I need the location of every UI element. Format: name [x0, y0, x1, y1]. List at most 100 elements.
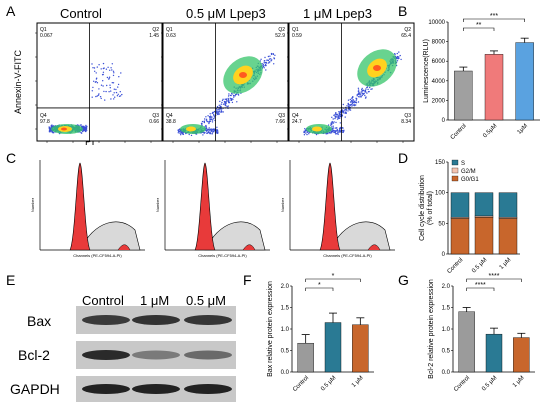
flow-event: [217, 109, 219, 111]
flow-event: [330, 132, 333, 134]
panel-letter-g: G: [398, 272, 409, 288]
flow-event: [102, 73, 104, 76]
flow-event: [98, 93, 100, 95]
flow-event: [331, 126, 333, 128]
flow-event: [344, 112, 346, 114]
x-tick-label: 0.5 μM: [471, 257, 488, 274]
blot-lane-05um: 0.5 μM: [186, 293, 227, 308]
flow-event: [347, 99, 350, 101]
flow-event: [92, 67, 94, 69]
flow-event: [234, 94, 237, 96]
flow-event: [335, 127, 338, 129]
flow-event: [225, 102, 227, 104]
significance-bracket: [466, 278, 522, 282]
flow-event: [339, 122, 341, 124]
flow-event: [371, 88, 373, 90]
flow-event: [273, 57, 275, 59]
flow-event: [232, 98, 234, 101]
flow-event: [216, 109, 218, 111]
flow-event: [98, 63, 100, 66]
flow-event: [98, 88, 100, 90]
y-tick-label: 1.0: [281, 327, 290, 333]
flow-event: [208, 128, 210, 131]
bar-segment: [450, 192, 470, 218]
flow-event: [335, 121, 337, 124]
flow-event: [119, 91, 122, 93]
flow-event: [226, 100, 228, 102]
blot-lane-control: Control: [82, 293, 124, 308]
flow-event: [104, 99, 106, 101]
flow-event: [202, 134, 204, 136]
flow-event: [209, 131, 211, 134]
quadrant-q3-value: 8.34: [401, 119, 411, 125]
flow-event: [265, 61, 267, 64]
flow-event: [306, 133, 308, 136]
flow-event: [330, 124, 332, 126]
flow-event: [335, 132, 337, 135]
flow-event: [230, 98, 232, 100]
flow-event: [341, 115, 344, 117]
flow-event: [356, 95, 358, 97]
quadrant-q1: Q1: [40, 27, 47, 33]
flow-event: [112, 70, 115, 73]
legend-swatch: [451, 167, 459, 174]
flow-event: [264, 56, 266, 59]
flow-event: [206, 130, 208, 132]
flow-event: [120, 72, 122, 74]
flow-event: [210, 118, 213, 120]
flow-event: [342, 127, 344, 129]
flow-event: [225, 98, 228, 101]
flow-event: [93, 67, 96, 69]
legend-label: G0/G1: [461, 177, 479, 183]
blot-band: [82, 315, 130, 325]
flow-event: [85, 127, 88, 129]
flow-title-control: Control: [60, 6, 102, 21]
quadrant-q3: Q3: [152, 113, 159, 119]
flow-event: [262, 66, 265, 68]
flow-event: [398, 51, 400, 53]
flow-event: [339, 115, 341, 118]
flow-event: [274, 54, 276, 56]
flow-event: [334, 131, 336, 134]
flow-event: [303, 131, 306, 134]
flow-event: [108, 91, 110, 93]
flow-title-05: 0.5 μM Lpep3: [186, 6, 266, 21]
flow-event: [86, 129, 88, 131]
significance-bracket: [466, 287, 495, 291]
flow-event: [331, 127, 334, 130]
flow-event: [95, 78, 98, 80]
flow-event: [347, 102, 349, 105]
flow-event: [102, 85, 104, 87]
flow-event: [205, 119, 208, 121]
flow-event: [231, 101, 234, 104]
y-tick-label: 0: [442, 118, 446, 124]
flow-event: [106, 76, 109, 79]
flow-event: [347, 104, 350, 106]
x-tick-label: 1 μM: [512, 375, 526, 389]
y-tick-label: 1.0: [442, 327, 451, 333]
flow-event: [236, 101, 238, 103]
quadrant-q2: Q2: [152, 27, 159, 33]
flow-event: [209, 118, 211, 120]
chart-G: 0.0 0.5 1.0 1.5 2.0 Control 0.5 μM 1 μM Bcl-2 re…: [428, 273, 535, 393]
flow-event: [332, 118, 334, 120]
density-blob: [61, 127, 67, 131]
y-tick-label: 0.5: [442, 349, 451, 355]
hist-ylabel: Number: [280, 197, 285, 212]
flow-event: [267, 55, 270, 58]
flow-event: [82, 129, 85, 131]
flow-event: [222, 98, 224, 101]
flow-event: [211, 119, 214, 121]
flow-event: [358, 96, 360, 98]
quadrant-q2-value: 52.9: [275, 33, 285, 39]
flow-event: [213, 117, 216, 119]
flow-event: [306, 131, 308, 134]
flow-event: [119, 95, 122, 97]
x-tick-label: 0.5μM: [482, 123, 498, 139]
flow-event: [344, 116, 346, 118]
flow-event: [303, 134, 306, 136]
bar-segment: [498, 192, 518, 218]
flow-event: [352, 102, 354, 104]
flow-event: [207, 131, 209, 134]
